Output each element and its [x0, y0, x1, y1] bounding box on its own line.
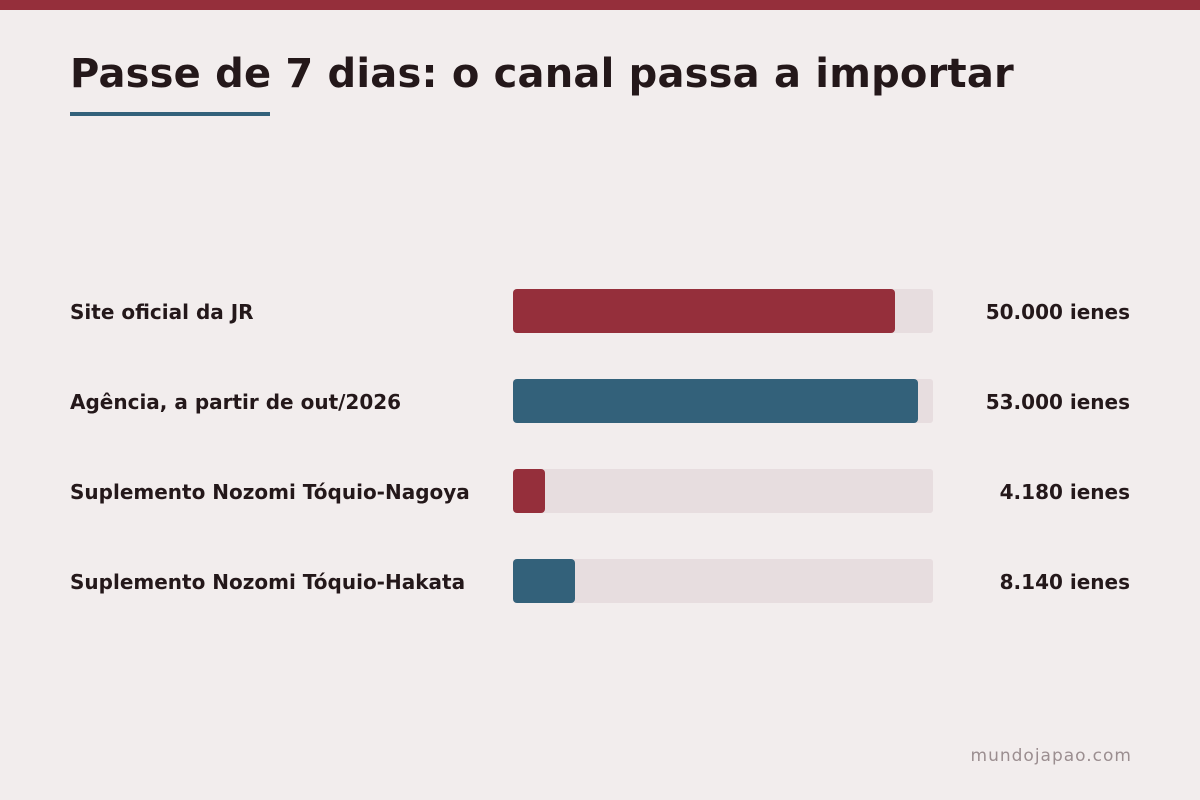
bar-track	[513, 379, 933, 423]
bar	[513, 559, 575, 603]
category-label: Suplemento Nozomi Tóquio-Nagoya	[70, 480, 470, 504]
value-label: 8.140 ienes	[999, 570, 1130, 594]
page-title: Passe de 7 dias: o canal passa a importa…	[70, 51, 1014, 97]
bar-track	[513, 559, 933, 603]
category-label: Site oficial da JR	[70, 300, 254, 324]
title-underline	[70, 112, 270, 116]
top-accent-bar	[0, 0, 1200, 10]
bar	[513, 379, 918, 423]
bar-track	[513, 469, 933, 513]
bar	[513, 469, 545, 513]
bar-track	[513, 289, 933, 333]
category-label: Suplemento Nozomi Tóquio-Hakata	[70, 570, 466, 594]
bar	[513, 289, 895, 333]
value-label: 4.180 ienes	[999, 480, 1130, 504]
footer-source: mundojapao.com	[970, 746, 1132, 766]
category-label: Agência, a partir de out/2026	[70, 390, 402, 414]
value-label: 50.000 ienes	[985, 300, 1130, 324]
value-label: 53.000 ienes	[985, 390, 1130, 414]
